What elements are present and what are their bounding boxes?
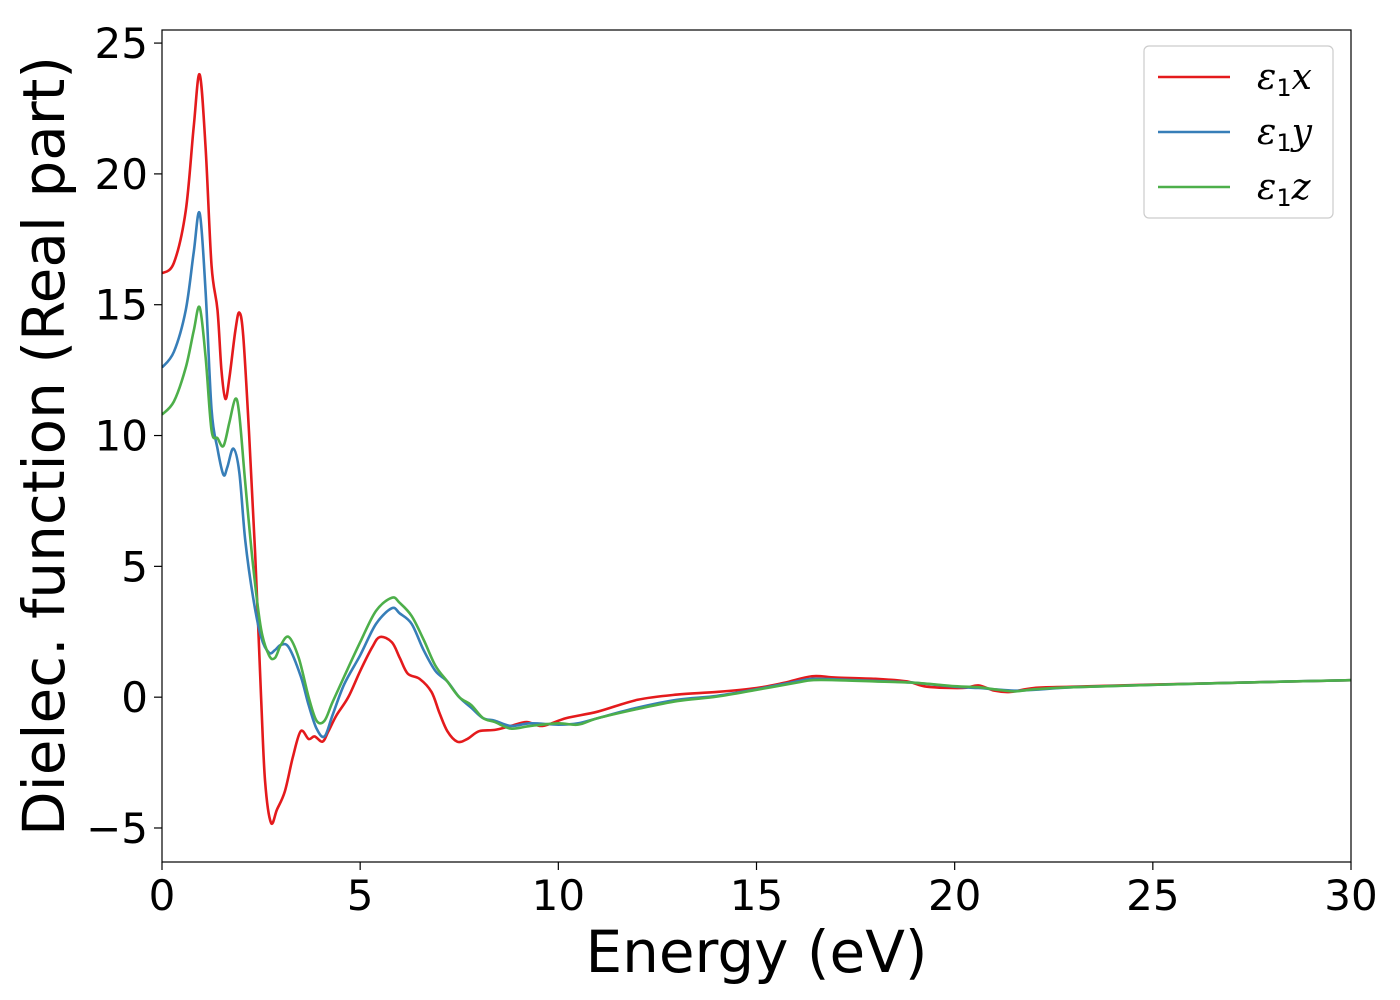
x-tick-label: 10 bbox=[532, 871, 585, 920]
y-tick-label: −5 bbox=[86, 804, 148, 853]
series-line-x bbox=[162, 73, 1351, 826]
series-group bbox=[162, 73, 1351, 826]
x-tick-label: 25 bbox=[1126, 871, 1179, 920]
y-tick-label: 25 bbox=[95, 19, 148, 68]
y-tick-label: 5 bbox=[121, 542, 148, 591]
series-line-y bbox=[162, 210, 1351, 739]
y-tick-label: 20 bbox=[95, 150, 148, 199]
y-tick-label: 15 bbox=[95, 281, 148, 330]
x-tick-label: 15 bbox=[730, 871, 783, 920]
y-tick-label: 0 bbox=[121, 673, 148, 722]
legend: ε1x ε1y ε1z bbox=[1143, 45, 1334, 219]
x-tick-label: 0 bbox=[149, 871, 176, 920]
x-tick-label: 20 bbox=[928, 871, 981, 920]
y-tick-label: 10 bbox=[95, 412, 148, 461]
legend-box bbox=[1143, 45, 1334, 219]
legend-label-z: ε1z bbox=[1257, 167, 1312, 212]
x-tick-label: 30 bbox=[1324, 871, 1377, 920]
x-tick-label: 5 bbox=[347, 871, 374, 920]
y-axis-title: Dielec. function (Real part) bbox=[10, 56, 78, 836]
legend-label-y: ε1y bbox=[1257, 112, 1313, 157]
series-line-z bbox=[162, 305, 1351, 730]
x-axis-title: Energy (eV) bbox=[585, 918, 927, 986]
legend-label-x: ε1x bbox=[1257, 57, 1312, 102]
